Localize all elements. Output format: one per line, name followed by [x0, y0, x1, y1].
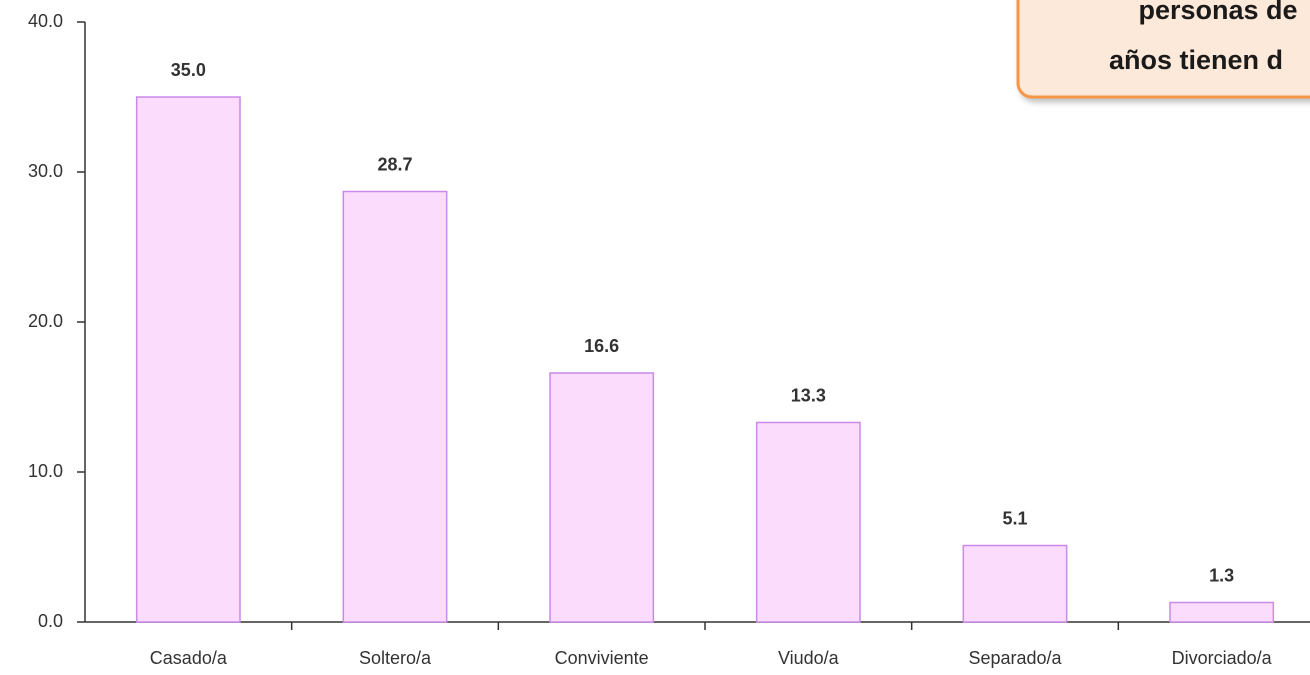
y-tick-label: 10.0	[28, 461, 63, 481]
y-tick-label: 0.0	[38, 611, 63, 631]
bar	[342, 190, 448, 623]
data-label: 5.1	[1002, 508, 1027, 528]
bar	[135, 96, 241, 623]
data-label: 28.7	[377, 154, 412, 174]
data-label: 16.6	[584, 336, 619, 356]
callout-text: personas de	[1138, 0, 1297, 25]
data-label: 35.0	[171, 60, 206, 80]
callout-box	[1016, 0, 1310, 99]
x-tick-label: Conviviente	[555, 648, 649, 668]
bar	[755, 421, 861, 623]
x-tick-label: Separado/a	[968, 648, 1062, 668]
data-label: 1.3	[1209, 565, 1234, 585]
y-tick-label: 40.0	[28, 11, 63, 31]
bar	[549, 372, 655, 623]
y-tick-label: 30.0	[28, 161, 63, 181]
x-tick-label: Casado/a	[150, 648, 228, 668]
y-tick-label: 20.0	[28, 311, 63, 331]
callout-text: años tienen d	[1109, 45, 1283, 75]
bar	[1169, 601, 1275, 623]
data-label: 13.3	[791, 385, 826, 405]
x-tick-label: Soltero/a	[359, 648, 432, 668]
x-tick-label: Viudo/a	[778, 648, 840, 668]
bar	[962, 544, 1068, 623]
x-tick-label: Divorciado/a	[1172, 648, 1273, 668]
